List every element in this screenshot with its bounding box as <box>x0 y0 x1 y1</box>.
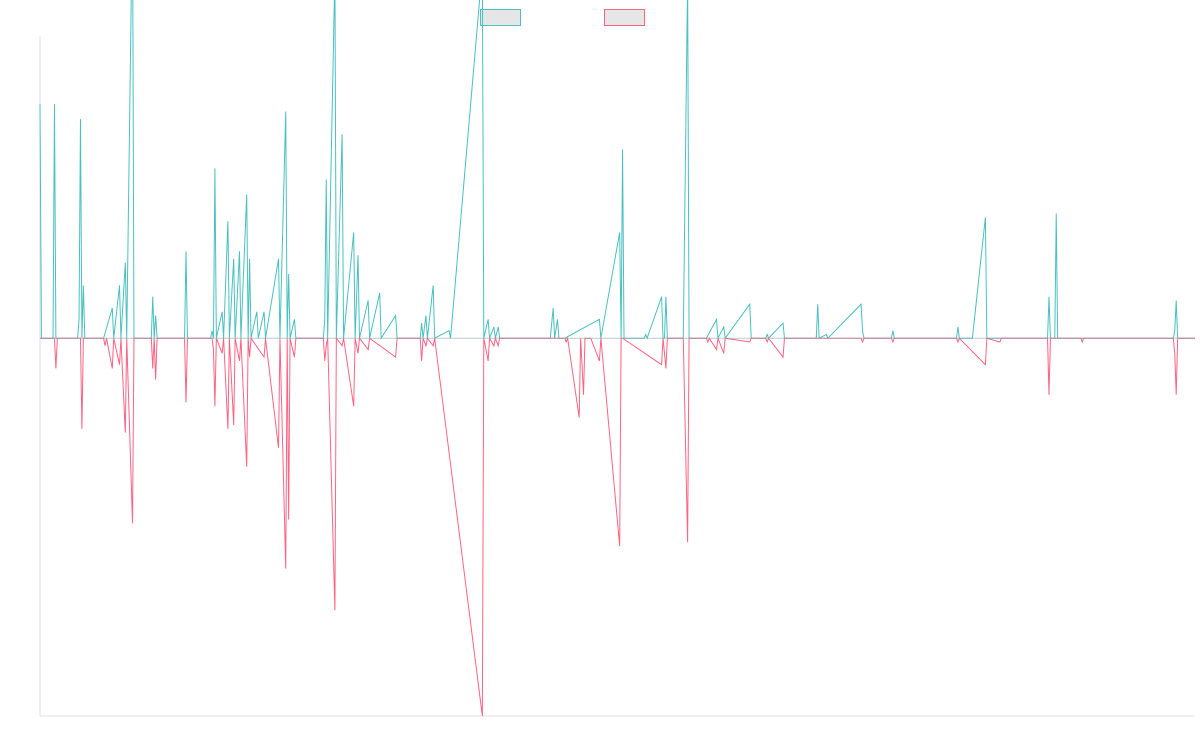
series-layer <box>39 0 1195 717</box>
axes <box>39 36 1195 717</box>
legend <box>480 9 645 26</box>
series-line-2 <box>40 336 1195 717</box>
series-line-1 <box>39 0 1195 341</box>
legend-swatch-2 <box>604 9 645 26</box>
legend-swatch-1 <box>480 9 521 26</box>
